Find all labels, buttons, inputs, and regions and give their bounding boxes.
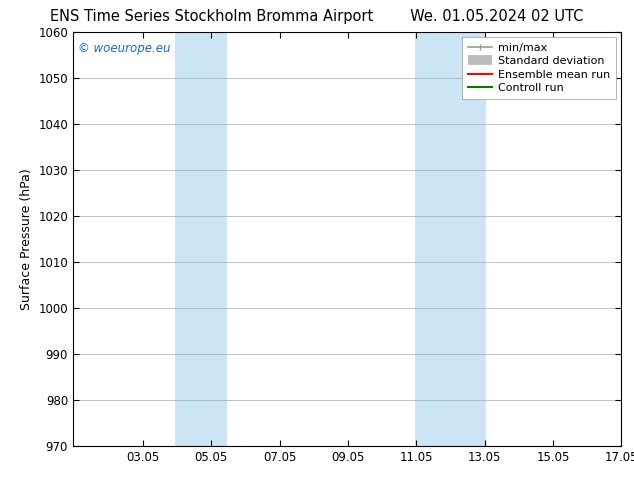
Text: ENS Time Series Stockholm Bromma Airport        We. 01.05.2024 02 UTC: ENS Time Series Stockholm Bromma Airport… [50, 9, 584, 24]
Bar [176, 32, 227, 446]
Legend: min/max, Standard deviation, Ensemble mean run, Controll run: min/max, Standard deviation, Ensemble me… [462, 37, 616, 98]
Text: © woeurope.eu: © woeurope.eu [79, 42, 171, 55]
Y-axis label: Surface Pressure (hPa): Surface Pressure (hPa) [20, 168, 33, 310]
Bar [415, 32, 486, 446]
